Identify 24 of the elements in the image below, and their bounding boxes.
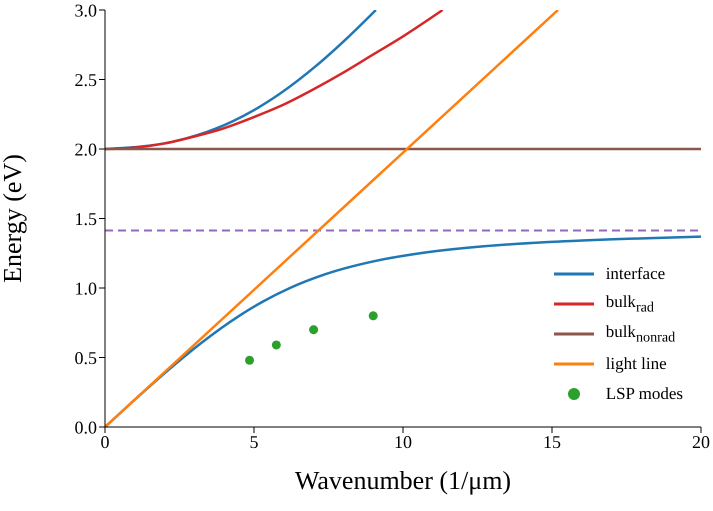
point xyxy=(309,325,318,334)
y-tick-label: 3.0 xyxy=(74,0,97,20)
x-tick-label: 20 xyxy=(692,432,710,452)
y-tick-label: 1.5 xyxy=(74,208,97,229)
y-axis-title: Energy (eV) xyxy=(0,154,28,283)
y-tick-label: 1.0 xyxy=(74,278,97,298)
point xyxy=(272,340,281,350)
x-tick-label: 0 xyxy=(100,432,110,452)
y-tick-label: 2.0 xyxy=(74,139,97,160)
legend-label: LSP modes xyxy=(606,384,683,404)
x-tick-label: 5 xyxy=(250,432,258,452)
x-tick-label: 15 xyxy=(543,432,561,452)
y-tick-label: 0.0 xyxy=(74,417,97,438)
legend-label: interface xyxy=(606,264,666,284)
y-tick-label: 2.5 xyxy=(74,70,97,90)
y-tick-label: 0.5 xyxy=(74,348,97,368)
x-axis-title: Wavenumber (1/μm) xyxy=(294,466,512,495)
point xyxy=(245,356,254,365)
legend-label: bulk$_{nonrad}$ xyxy=(606,322,676,346)
point xyxy=(368,311,378,320)
line-series xyxy=(105,10,444,150)
legend-label: light line xyxy=(606,354,667,374)
legend-label: bulk$_{rad}$ xyxy=(606,292,654,316)
x-tick-label: 10 xyxy=(394,432,412,452)
